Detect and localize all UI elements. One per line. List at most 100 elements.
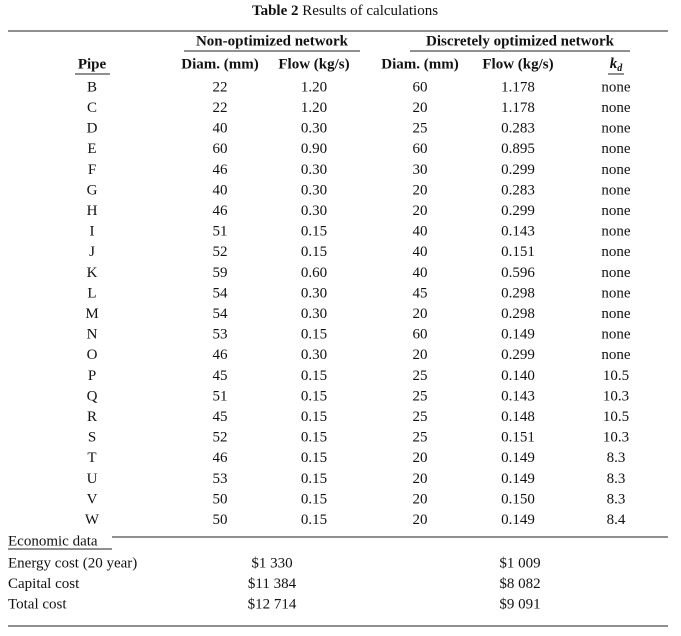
cell: 25	[413, 368, 428, 384]
header-main: k	[610, 56, 618, 72]
cell: 25	[413, 121, 428, 137]
pipe-label: U	[87, 471, 98, 487]
cell: 0.895	[501, 141, 535, 157]
pipe-label: C	[87, 100, 97, 116]
cell: 0.30	[301, 285, 327, 301]
cell: 60	[413, 79, 428, 95]
pipe-label: V	[87, 491, 98, 507]
cell: 60	[213, 141, 228, 157]
cell: 0.143	[501, 224, 535, 240]
cell: 54	[213, 285, 229, 301]
cell: none	[601, 285, 631, 301]
cell: 20	[413, 347, 428, 363]
header-sub: d	[617, 63, 623, 74]
cell: 22	[213, 79, 228, 95]
cell: 0.299	[501, 347, 535, 363]
cell: 0.15	[301, 327, 327, 343]
section-heading: Economic data	[8, 533, 98, 549]
cell: 25	[413, 409, 428, 425]
cell: 0.60	[301, 265, 327, 281]
cell: 53	[213, 471, 228, 487]
cell: 0.150	[501, 491, 535, 507]
title-label: Table 2	[252, 3, 299, 19]
cell: 10.5	[603, 368, 629, 384]
cell: 0.149	[501, 450, 535, 466]
cell: 60	[413, 141, 428, 157]
cell: 0.299	[501, 203, 535, 219]
table-title: Table 2 Results of calculations	[252, 3, 438, 19]
cell: 40	[213, 182, 228, 198]
cell: 20	[413, 203, 428, 219]
row-label: Total cost	[8, 596, 67, 612]
cell: 0.15	[301, 409, 327, 425]
cell: 0.30	[301, 347, 327, 363]
cell: $11 384	[248, 576, 297, 592]
cell: $8 082	[499, 576, 540, 592]
pipe-label: R	[87, 409, 97, 425]
cell: 0.283	[501, 121, 535, 137]
column-header: kd	[610, 56, 624, 74]
pipe-label: O	[87, 347, 98, 363]
cell: 0.149	[501, 512, 535, 528]
pipe-label: W	[85, 512, 100, 528]
cell: 20	[413, 306, 428, 322]
cell: 0.30	[301, 121, 327, 137]
cell: 22	[213, 100, 228, 116]
cell: none	[601, 203, 631, 219]
cell: 0.298	[501, 285, 535, 301]
cell: 0.151	[501, 430, 535, 446]
cell: 1.178	[501, 100, 535, 116]
cell: none	[601, 141, 631, 157]
cell: 40	[413, 265, 428, 281]
cell: 0.30	[301, 203, 327, 219]
cell: $1 009	[499, 555, 540, 571]
cell: 45	[213, 368, 228, 384]
pipe-label: M	[85, 306, 98, 322]
cell: 0.596	[501, 265, 535, 281]
cell: 20	[413, 100, 428, 116]
column-header: Diam. (mm)	[181, 56, 258, 72]
cell: 0.15	[301, 450, 327, 466]
pipe-label: T	[87, 450, 96, 466]
cell: 0.15	[301, 430, 327, 446]
cell: 0.30	[301, 182, 327, 198]
cell: 46	[213, 162, 229, 178]
cell: 0.149	[501, 471, 535, 487]
group-header: Discretely optimized network	[426, 33, 615, 49]
cell: 0.151	[501, 244, 535, 260]
column-header: Flow (kg/s)	[482, 56, 553, 72]
row-label: Energy cost (20 year)	[8, 555, 137, 571]
cell: 40	[413, 224, 428, 240]
cell: 46	[213, 203, 229, 219]
pipe-label: J	[89, 244, 95, 260]
cell: 54	[213, 306, 229, 322]
cell: $1 330	[251, 555, 292, 571]
pipe-label: N	[87, 327, 98, 343]
cell: 53	[213, 327, 228, 343]
pipe-label: F	[88, 162, 96, 178]
cell: 0.140	[501, 368, 535, 384]
pipe-label: H	[87, 203, 98, 219]
cell: none	[601, 79, 631, 95]
cell: 0.30	[301, 306, 327, 322]
cell: 0.283	[501, 182, 535, 198]
pipe-label: B	[87, 79, 97, 95]
cell: none	[601, 100, 631, 116]
cell: none	[601, 162, 631, 178]
cell: none	[601, 182, 631, 198]
cell: 25	[413, 430, 428, 446]
cell: 20	[413, 450, 428, 466]
cell: none	[601, 347, 631, 363]
cell: 20	[413, 491, 428, 507]
cell: 0.298	[501, 306, 535, 322]
cell: 10.5	[603, 409, 629, 425]
pipe-label: D	[87, 121, 98, 137]
group-header: Non-optimized network	[196, 33, 349, 49]
cell: 20	[413, 471, 428, 487]
column-header: Flow (kg/s)	[278, 56, 349, 72]
cell: 45	[213, 409, 228, 425]
cell: 51	[213, 224, 228, 240]
cell: 60	[413, 327, 428, 343]
cell: none	[601, 265, 631, 281]
cell: 0.15	[301, 512, 327, 528]
